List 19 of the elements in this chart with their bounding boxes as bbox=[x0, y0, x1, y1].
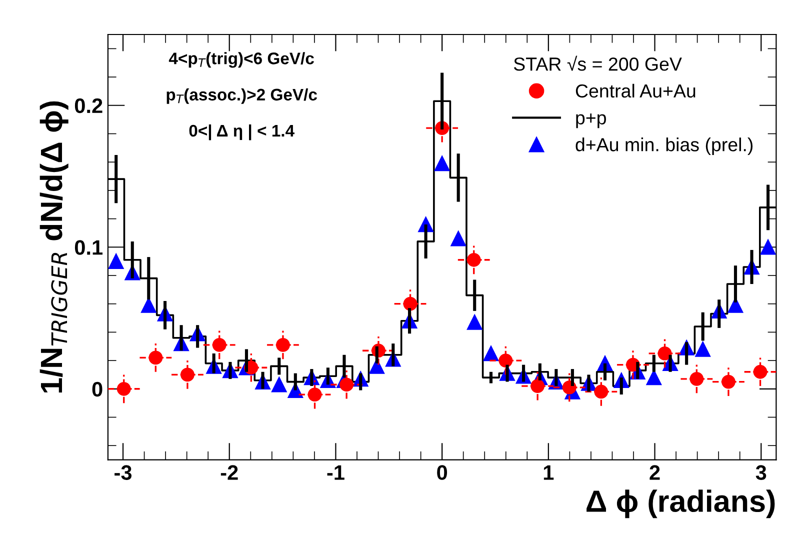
x-axis-title: Δ ϕ (radians) bbox=[586, 490, 775, 518]
x-tick-label: 0 bbox=[437, 465, 448, 480]
x-tick-label: 1 bbox=[544, 465, 554, 480]
x-tick-label: 2 bbox=[650, 465, 660, 480]
y-tick-label: 0.2 bbox=[74, 98, 102, 114]
legend-label: p+p bbox=[576, 113, 606, 128]
x-tick-label: 3 bbox=[756, 465, 766, 480]
annotation: 0<| Δ η | < 1.4 bbox=[189, 124, 294, 140]
y-axis-title: 1/N$_{TRIGGER}$ dN/d(Δ ϕ) bbox=[40, 101, 68, 392]
legend-label: Central Au+Au bbox=[576, 84, 696, 98]
y-tick-label: 0.1 bbox=[74, 240, 103, 255]
legend-title: STAR √s = 200 GeV bbox=[514, 56, 682, 71]
x-tick-label: -2 bbox=[220, 465, 238, 480]
annotation: p$_{T}$(assoc.)>2 GeV/c bbox=[166, 88, 317, 104]
y-tick-label: 0 bbox=[92, 382, 102, 397]
annotation: 4<p$_{T}$(trig)<6 GeV/c bbox=[168, 52, 314, 68]
x-tick-label: -1 bbox=[327, 465, 344, 480]
x-tick-label: -3 bbox=[114, 465, 132, 480]
legend-label: d+Au min. bias (prel.) bbox=[576, 138, 753, 156]
